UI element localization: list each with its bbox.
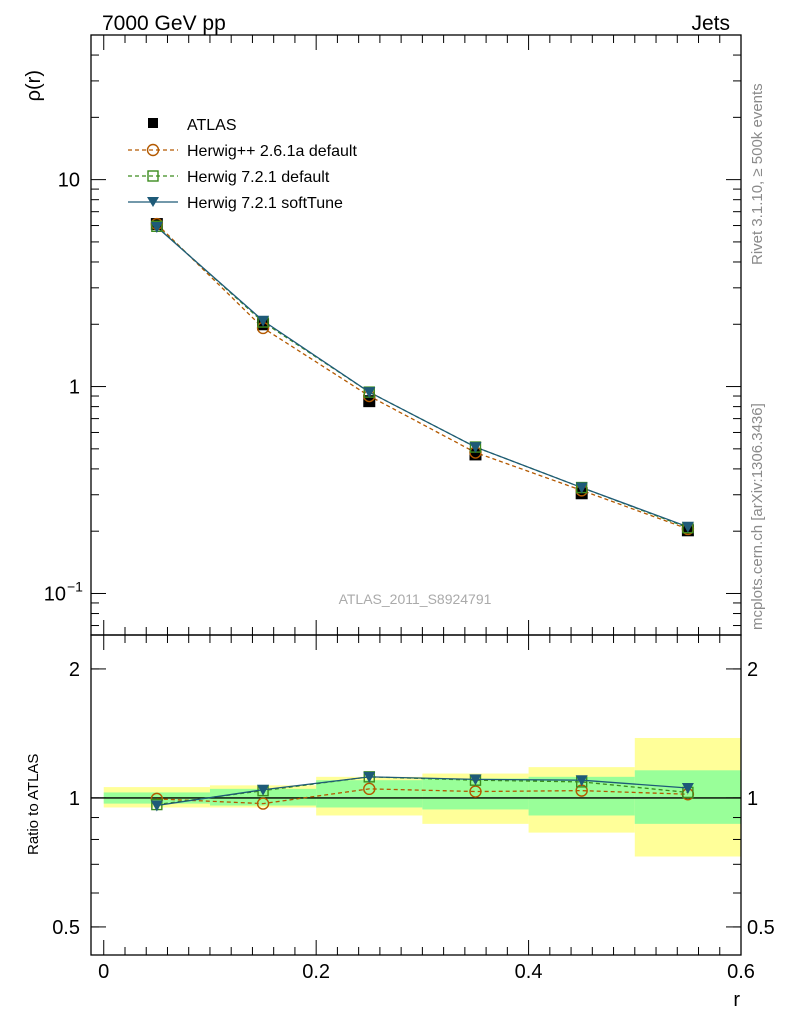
ratio-frame (90, 634, 742, 956)
ratio-ytick-label-right: 1 (747, 788, 758, 810)
main-ylabel: ρ(r) (23, 70, 45, 101)
main-point-softtune (575, 482, 588, 494)
ratio-band-inner (209, 788, 317, 806)
ratio-point-herwigpp (363, 782, 376, 796)
legend-label-herwig721: Herwig 7.2.1 default (187, 169, 330, 186)
ratio-xtick-label: 0.6 (727, 961, 755, 983)
legend: ATLAS Herwig++ 2.6.1a default Herwig 7.2… (128, 117, 357, 212)
legend-marker-atlas (148, 118, 158, 128)
ratio-point-softtune (681, 782, 694, 794)
ratio-line-herwigpp (156, 788, 688, 805)
ratio-line-softtune (156, 776, 688, 807)
ratio-xtick-label: 0.2 (302, 961, 330, 983)
ratio-point-herwigpp (469, 785, 482, 798)
source-text: mcplots.cern.ch [arXiv:1306.3436] (749, 403, 766, 630)
main-line-softtune (156, 226, 689, 528)
ratio-ytick-label-right: 0.5 (747, 917, 775, 939)
main-point-softtune (469, 442, 482, 454)
ratio-ytick-label-left: 0.5 (52, 917, 80, 939)
main-point-softtune (257, 315, 270, 327)
header-jets: Jets (691, 12, 730, 35)
ratio-ytick-label-right: 2 (747, 659, 758, 681)
ratio-point-herwigpp (256, 797, 270, 810)
header-energy: 7000 GeV pp (102, 12, 226, 35)
legend-marker-softtune (147, 197, 159, 207)
rivet-version-text: Rivet 3.1.10, ≥ 500k events (749, 83, 766, 265)
ratio-point-softtune (363, 771, 376, 783)
main-point-softtune (681, 521, 694, 533)
legend-marker-herwigpp (146, 143, 160, 157)
ratio-xlabel: r (733, 989, 740, 1011)
ratio-point-softtune (257, 784, 270, 796)
main-line-herwigpp (156, 223, 689, 530)
main-ytick-label-exp: −1 (67, 578, 83, 594)
ratio-ytick-label-left: 1 (69, 788, 80, 810)
legend-marker-herwig721 (147, 170, 159, 182)
main-point-softtune (363, 387, 376, 399)
ratio-xtick-label: 0 (98, 961, 109, 983)
legend-label-atlas: ATLAS (187, 117, 237, 134)
main-line-herwig721 (156, 225, 689, 529)
ratio-point-softtune (469, 774, 482, 786)
main-ytick-label: 1 (69, 377, 80, 399)
legend-label-herwigpp: Herwig++ 2.6.1a default (187, 143, 357, 160)
ratio-point-softtune (575, 775, 588, 787)
main-ytick-label: 10 (58, 170, 80, 192)
ratio-point-softtune (150, 800, 163, 812)
main-point-softtune (150, 222, 163, 234)
main-ytick-label-base: 10 (44, 583, 66, 605)
ratio-xtick-label: 0.4 (515, 961, 543, 983)
ratio-ytick-label-left: 2 (69, 659, 80, 681)
legend-label-softtune: Herwig 7.2.1 softTune (187, 195, 343, 212)
analysis-watermark: ATLAS_2011_S8924791 (339, 591, 492, 607)
ratio-ylabel: Ratio to ATLAS (25, 754, 42, 855)
